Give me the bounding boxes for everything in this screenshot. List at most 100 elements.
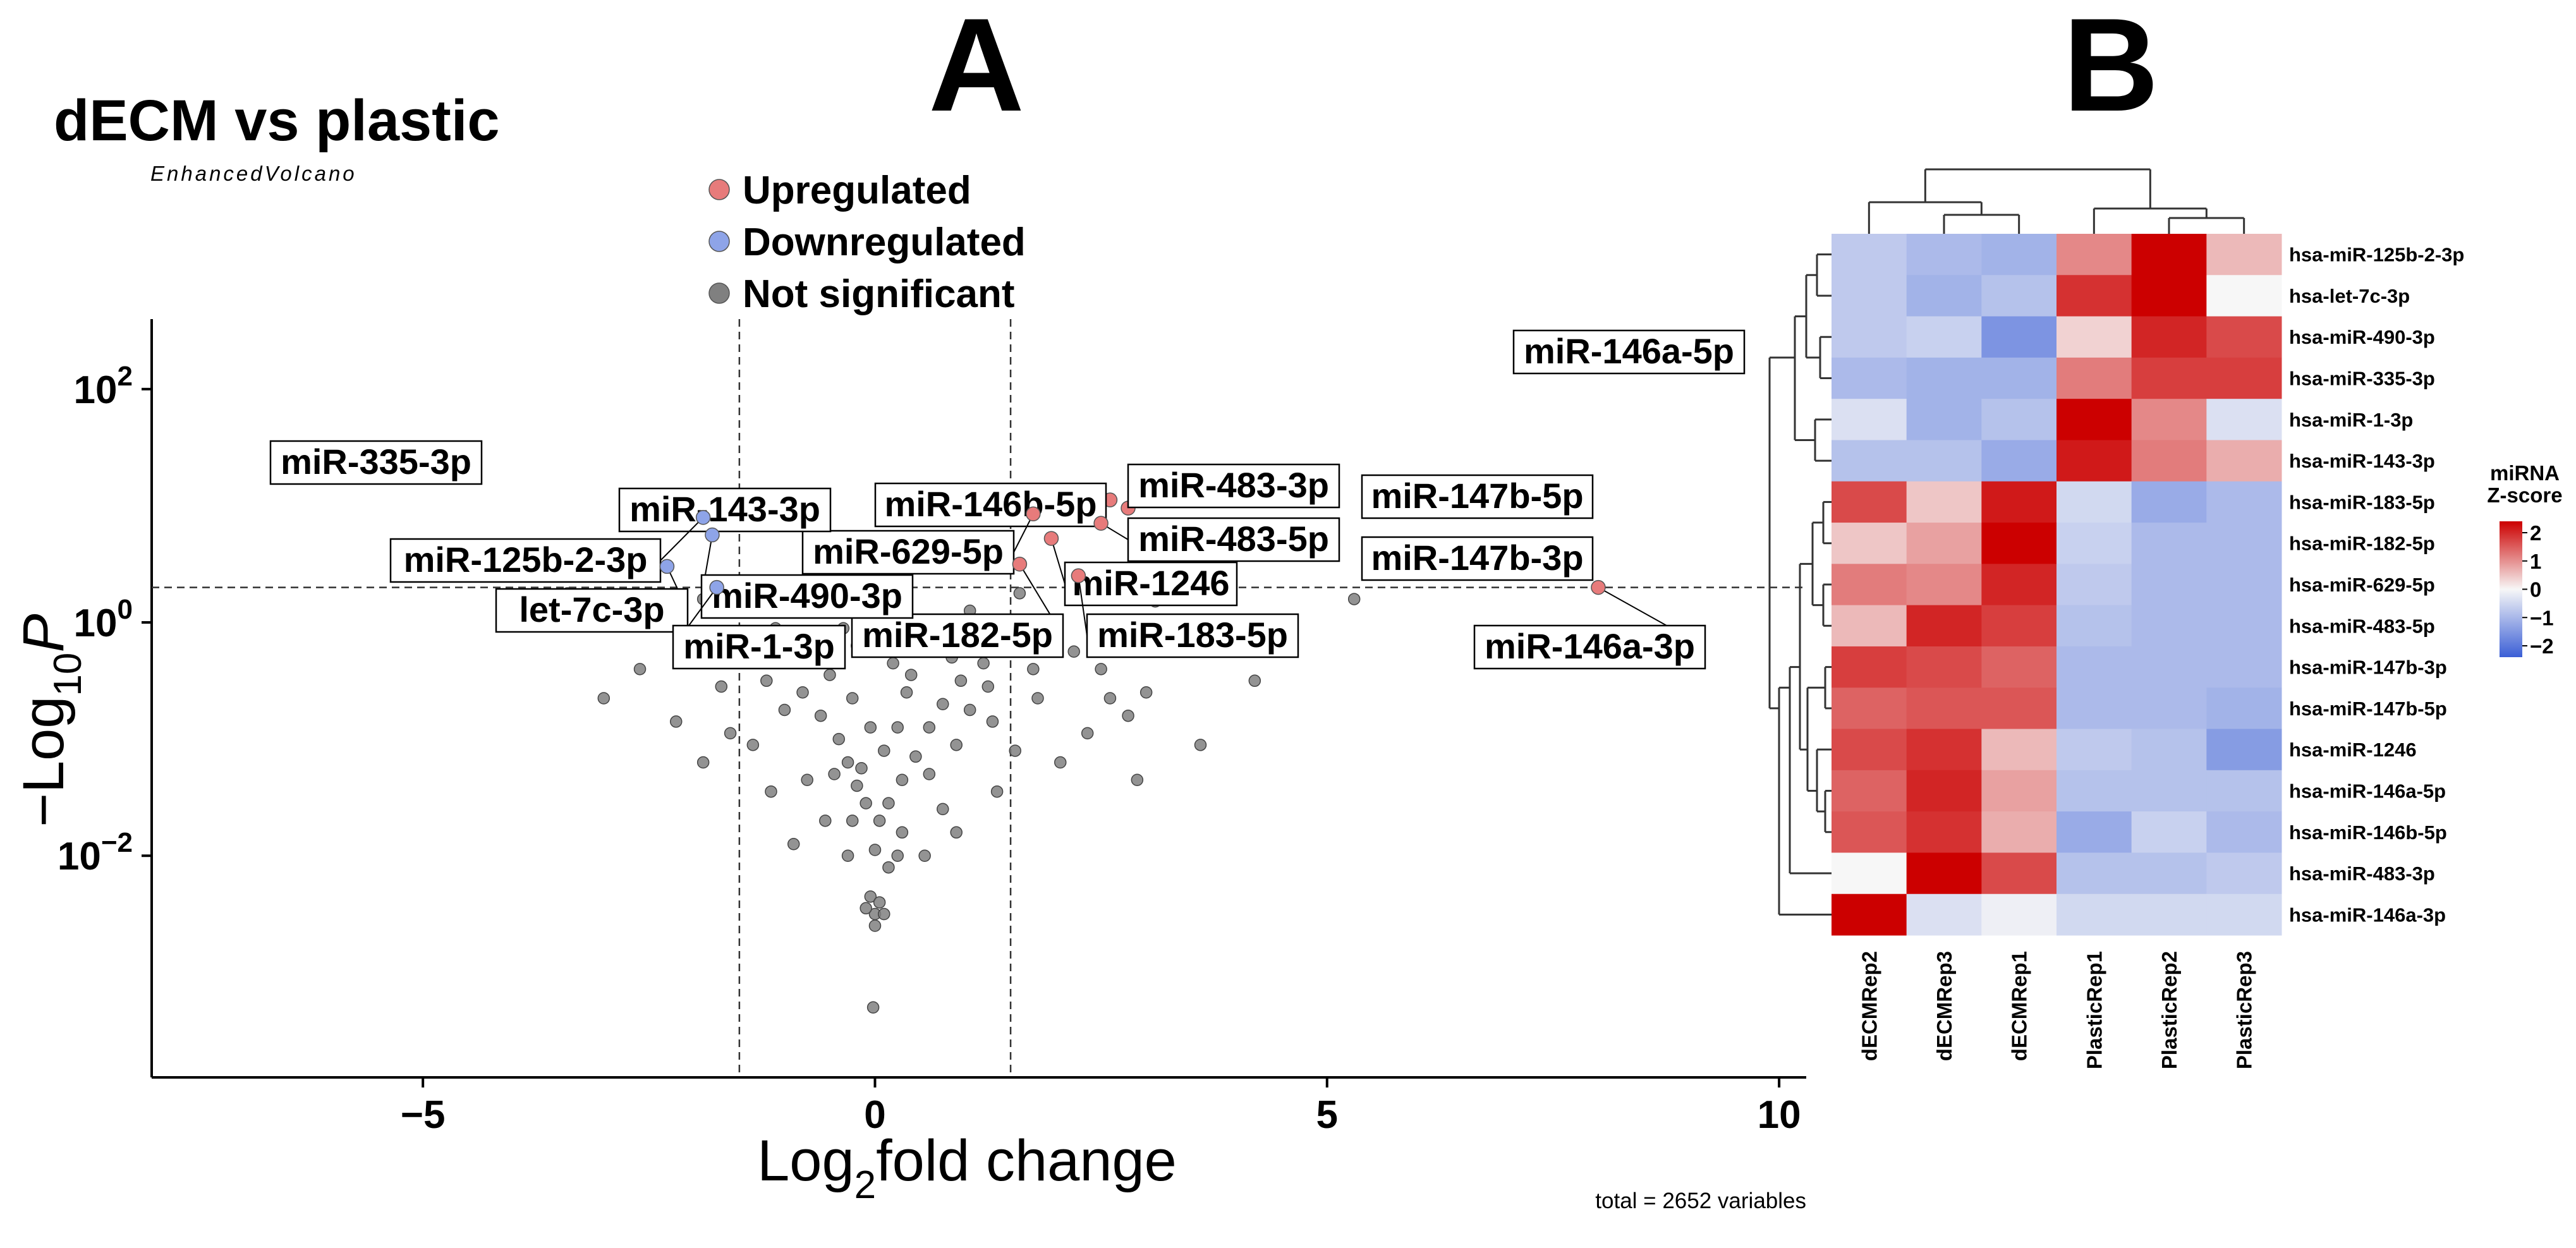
- y-tick-label: 10−2: [58, 827, 133, 878]
- heatmap-cell: [2131, 852, 2207, 895]
- heatmap-cell: [2206, 894, 2282, 936]
- point-label: miR-147b-3p: [1371, 538, 1583, 578]
- ns-point: [864, 721, 877, 734]
- ns-point: [841, 849, 854, 862]
- heatmap-cell: [1832, 399, 1907, 440]
- heatmap-cell: [1906, 523, 1982, 564]
- ns-point: [882, 797, 895, 809]
- ns-point: [1248, 674, 1261, 688]
- heatmap-cell: [1981, 605, 2057, 647]
- point-label-box: [874, 482, 1107, 528]
- y-tick-label: 100: [74, 594, 133, 645]
- heatmap-cell: [1906, 234, 1982, 276]
- panel-label-a: A: [928, 0, 1024, 139]
- heatmap-row-label: hsa-miR-183-5p: [2289, 491, 2435, 513]
- panel-label-b: B: [2063, 0, 2159, 139]
- ns-point: [891, 849, 904, 862]
- point-label: miR-629-5p: [813, 531, 1004, 571]
- heatmap-cell: [1832, 770, 1907, 812]
- point-label-box: [1086, 613, 1299, 658]
- heatmap-cell: [2057, 729, 2132, 771]
- heatmap-cell: [2057, 440, 2132, 482]
- point-label-box: [851, 613, 1064, 658]
- point-label: let-7c-3p: [519, 590, 664, 629]
- heatmap-cell: [2131, 729, 2207, 771]
- legend-marker: [708, 179, 730, 200]
- heatmap-cell: [2131, 564, 2207, 606]
- heatmap-cell: [1832, 688, 1907, 730]
- heatmap-cell: [1981, 811, 2057, 853]
- ns-point: [832, 732, 846, 746]
- heatmap-cell: [1981, 852, 2057, 895]
- heatmap-cell: [2057, 523, 2132, 564]
- legend-marker: [708, 231, 730, 252]
- heatmap-cell: [2057, 357, 2132, 399]
- ns-point: [990, 785, 1004, 798]
- ns-point: [828, 768, 841, 780]
- point-label-box: [700, 574, 914, 619]
- heatmap-cell: [2206, 234, 2282, 276]
- heatmap-cell: [1981, 440, 2057, 482]
- heatmap-cell: [2206, 357, 2282, 399]
- heatmap-cell: [1906, 688, 1982, 730]
- ns-point: [1103, 692, 1117, 705]
- ns-point: [846, 692, 859, 705]
- point-label-box: [1127, 463, 1340, 509]
- heatmap-cell: [1981, 357, 2057, 399]
- heatmap-cell: [2057, 481, 2132, 523]
- x-tick-label: 0: [864, 1093, 885, 1137]
- heatmap-cell: [2057, 646, 2132, 688]
- label-connector: [1078, 576, 1088, 636]
- heatmap-cell: [1981, 770, 2057, 812]
- up-point: [1012, 556, 1028, 572]
- legend-title: miRNA: [2490, 461, 2560, 485]
- heatmap-cell: [2131, 399, 2207, 440]
- heatmap-cell: [1906, 605, 1982, 647]
- heatmap-cell: [2131, 770, 2207, 812]
- ns-point: [1347, 593, 1361, 605]
- ns-point: [900, 686, 913, 699]
- ns-point: [954, 674, 968, 688]
- heatmap-cell: [2206, 275, 2282, 317]
- ns-point: [846, 815, 859, 827]
- ns-point: [787, 838, 800, 851]
- legend-tick-label: −1: [2530, 606, 2554, 629]
- heatmap-row-label: hsa-miR-335-3p: [2289, 368, 2435, 390]
- up-point: [1043, 531, 1059, 546]
- heatmap-cell: [1981, 894, 2057, 936]
- heatmap-cell: [1981, 729, 2057, 771]
- heatmap-row-label: hsa-miR-1-3p: [2289, 409, 2413, 431]
- point-label-box: [1127, 517, 1340, 562]
- ns-point: [963, 703, 976, 717]
- point-label: miR-1-3p: [683, 626, 835, 666]
- ns-point: [1067, 645, 1080, 658]
- heatmap-cell: [2131, 523, 2207, 564]
- point-label-box: [269, 440, 483, 485]
- heatmap-cell: [1981, 275, 2057, 317]
- ns-point: [796, 686, 809, 699]
- ns-point: [1131, 773, 1144, 786]
- heatmap-row-label: hsa-miR-182-5p: [2289, 533, 2435, 555]
- ns-point: [937, 803, 949, 816]
- ns-point: [986, 715, 999, 728]
- ns-point: [669, 715, 683, 728]
- heatmap-cell: [1906, 894, 1982, 936]
- up-point: [1093, 516, 1109, 531]
- heatmap-row-label: hsa-miR-125b-2-3p: [2289, 244, 2464, 266]
- heatmap-cell: [1981, 481, 2057, 523]
- heatmap-cell: [2131, 316, 2207, 358]
- heatmap-row-label: hsa-miR-629-5p: [2289, 574, 2435, 596]
- ns-point: [746, 739, 760, 751]
- heatmap-cell: [1906, 275, 1982, 317]
- ns-point: [882, 861, 895, 874]
- ns-point: [868, 844, 882, 856]
- ns-point: [1027, 663, 1040, 675]
- ns-point: [1095, 663, 1107, 675]
- ns-point: [860, 902, 872, 915]
- heatmap-cell: [2057, 399, 2132, 440]
- up-point: [1591, 579, 1606, 595]
- heatmap-row-label: hsa-miR-490-3p: [2289, 326, 2435, 348]
- ns-point: [765, 785, 777, 798]
- up-point: [1026, 506, 1041, 522]
- heatmap-row-label: hsa-miR-147b-5p: [2289, 698, 2447, 720]
